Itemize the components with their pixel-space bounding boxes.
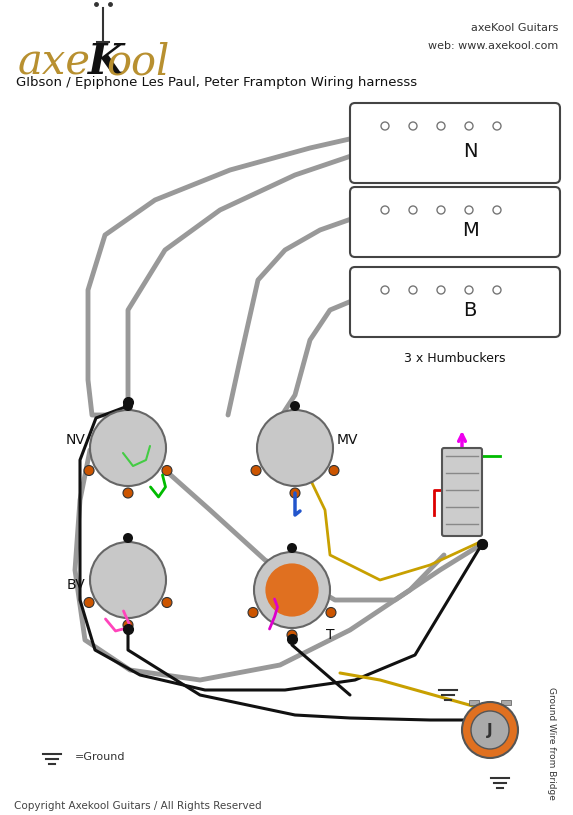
Circle shape bbox=[90, 542, 166, 618]
Text: NV: NV bbox=[66, 433, 86, 447]
Text: ool: ool bbox=[106, 41, 170, 83]
Circle shape bbox=[162, 597, 172, 607]
Text: J: J bbox=[487, 723, 493, 738]
Text: M: M bbox=[462, 221, 478, 240]
Text: BV: BV bbox=[66, 578, 85, 592]
Circle shape bbox=[123, 533, 133, 543]
Circle shape bbox=[84, 597, 94, 607]
Circle shape bbox=[471, 711, 509, 749]
Circle shape bbox=[123, 620, 133, 630]
Circle shape bbox=[290, 488, 300, 498]
FancyBboxPatch shape bbox=[350, 103, 560, 183]
Text: 3 x Humbuckers: 3 x Humbuckers bbox=[404, 351, 506, 364]
Text: =Ground: =Ground bbox=[75, 752, 125, 762]
Text: N: N bbox=[463, 142, 477, 161]
Circle shape bbox=[84, 465, 94, 475]
FancyArrow shape bbox=[501, 700, 511, 705]
Text: B: B bbox=[464, 301, 477, 319]
Circle shape bbox=[90, 410, 166, 486]
FancyBboxPatch shape bbox=[350, 187, 560, 257]
Circle shape bbox=[123, 401, 133, 411]
Circle shape bbox=[265, 563, 319, 617]
Text: MV: MV bbox=[336, 433, 358, 447]
Circle shape bbox=[248, 607, 258, 618]
Circle shape bbox=[254, 552, 330, 628]
Text: Ground Wire from Bridge: Ground Wire from Bridge bbox=[547, 687, 556, 800]
Circle shape bbox=[329, 465, 339, 475]
FancyArrow shape bbox=[469, 700, 479, 705]
Circle shape bbox=[287, 630, 297, 640]
Circle shape bbox=[462, 702, 518, 758]
Circle shape bbox=[290, 401, 300, 411]
Circle shape bbox=[287, 543, 297, 553]
Text: Copyright Axekool Guitars / All Rights Reserved: Copyright Axekool Guitars / All Rights R… bbox=[14, 801, 262, 811]
Text: axe: axe bbox=[18, 41, 91, 83]
Text: GIbson / Epiphone Les Paul, Peter Frampton Wiring harnesss: GIbson / Epiphone Les Paul, Peter Frampt… bbox=[16, 76, 417, 89]
Circle shape bbox=[326, 607, 336, 618]
Text: K: K bbox=[88, 41, 124, 83]
Text: web: www.axekool.com: web: www.axekool.com bbox=[428, 41, 558, 51]
Circle shape bbox=[257, 410, 333, 486]
Circle shape bbox=[251, 465, 261, 475]
Circle shape bbox=[123, 488, 133, 498]
FancyBboxPatch shape bbox=[442, 448, 482, 536]
Circle shape bbox=[162, 465, 172, 475]
FancyBboxPatch shape bbox=[350, 267, 560, 337]
Text: axeKool Guitars: axeKool Guitars bbox=[470, 23, 558, 33]
Text: T: T bbox=[325, 628, 334, 642]
